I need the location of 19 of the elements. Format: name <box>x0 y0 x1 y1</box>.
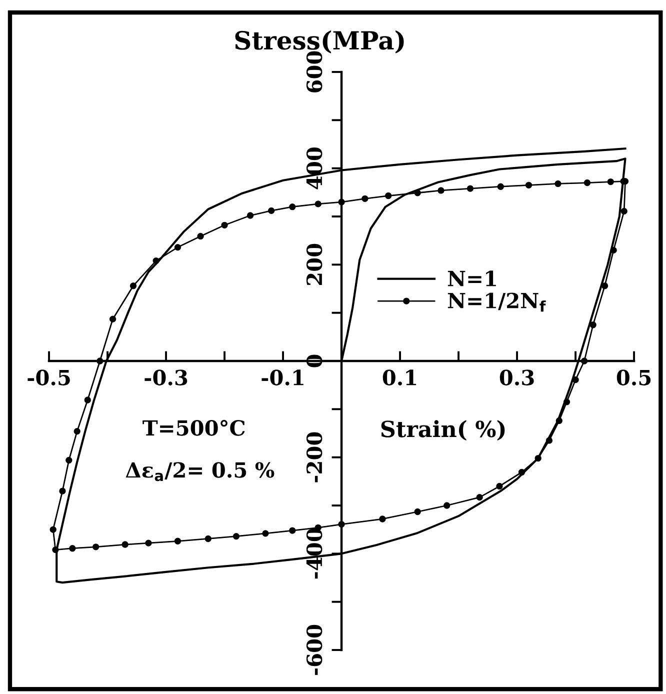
annotation: T=500°C <box>142 420 245 436</box>
y-tick-label: 200 <box>306 244 322 285</box>
x-axis-title: Strain( %) <box>381 420 505 441</box>
x-tick-label: 0.5 <box>616 370 651 386</box>
x-tick-label: 0.1 <box>382 370 416 386</box>
y-tick-label: -200 <box>306 432 322 482</box>
x-tick-label: 0.3 <box>500 370 534 386</box>
y-axis-title: Stress(MPa) <box>235 30 404 54</box>
x-tick-label: -0.5 <box>28 370 70 386</box>
y-tick-label: -600 <box>306 624 322 675</box>
y-tick-label: -400 <box>306 528 322 579</box>
x-tick-label: -0.1 <box>262 370 304 386</box>
legend-label: N=1/2N$_{f}$ <box>448 292 546 312</box>
annotation: Δε$_{a}$/2= 0.5 % <box>126 462 274 482</box>
y-tick-label: 600 <box>306 51 322 92</box>
legend-label: N=1 <box>448 270 496 286</box>
x-tick-label: -0.3 <box>144 370 188 386</box>
y-tick-label: 0 <box>306 354 322 368</box>
y-tick-label: 400 <box>306 148 322 190</box>
